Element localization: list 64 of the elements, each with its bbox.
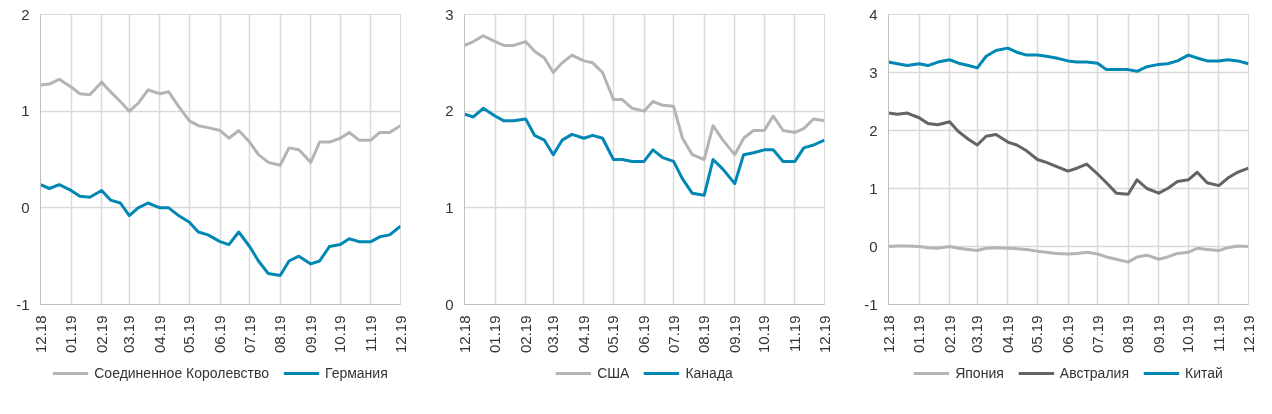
y-tick-label: -1 bbox=[864, 295, 878, 313]
x-tick-label: 07.19 bbox=[664, 315, 682, 354]
y-tick-label: 2 bbox=[869, 121, 878, 139]
x-tick-label: 07.19 bbox=[240, 315, 258, 354]
x-tick-label: 07.19 bbox=[1088, 315, 1106, 354]
x-tick-label: 09.19 bbox=[725, 315, 743, 354]
y-tick-label: 1 bbox=[869, 179, 878, 197]
x-tick-label: 12.18 bbox=[879, 315, 897, 354]
x-tick-label: 10.19 bbox=[331, 315, 349, 354]
x-tick-label: 06.19 bbox=[635, 315, 653, 354]
x-tick-label: 05.19 bbox=[604, 315, 622, 354]
y-tick-label: -1 bbox=[16, 295, 30, 313]
x-tick-label: 01.19 bbox=[62, 315, 80, 354]
x-tick-label: 06.19 bbox=[1059, 315, 1077, 354]
x-tick-label: 05.19 bbox=[1028, 315, 1046, 354]
x-tick-label: 11.19 bbox=[785, 315, 803, 352]
x-tick-label: 09.19 bbox=[301, 315, 319, 354]
x-tick-label: 12.18 bbox=[455, 315, 473, 354]
y-tick-label: 1 bbox=[445, 198, 454, 216]
x-tick-label: 03.19 bbox=[968, 315, 986, 354]
legend-label: Канада bbox=[685, 365, 733, 381]
legend-label: Соединенное Королевство bbox=[94, 365, 269, 381]
x-tick-label: 02.19 bbox=[940, 315, 958, 354]
x-tick-label: 10.19 bbox=[1179, 315, 1197, 354]
x-tick-label: 04.19 bbox=[150, 315, 168, 354]
y-tick-label: 0 bbox=[869, 237, 878, 255]
y-tick-label: 2 bbox=[21, 5, 30, 23]
x-tick-label: 03.19 bbox=[120, 315, 138, 354]
y-tick-label: 4 bbox=[869, 5, 878, 23]
y-tick-label: 0 bbox=[445, 295, 454, 313]
y-tick-label: 1 bbox=[21, 102, 30, 120]
x-tick-label: 05.19 bbox=[180, 315, 198, 354]
x-tick-label: 12.18 bbox=[31, 315, 49, 354]
x-tick-label: 04.19 bbox=[998, 315, 1016, 354]
x-tick-label: 02.19 bbox=[516, 315, 534, 354]
legend-label: Австралия bbox=[1059, 365, 1129, 381]
x-tick-label: 06.19 bbox=[211, 315, 229, 354]
x-tick-label: 09.19 bbox=[1149, 315, 1167, 354]
x-tick-label: 08.19 bbox=[1119, 315, 1137, 354]
x-tick-label: 10.19 bbox=[755, 315, 773, 354]
x-tick-label: 03.19 bbox=[544, 315, 562, 354]
x-tick-label: 02.19 bbox=[92, 315, 110, 354]
x-tick-label: 08.19 bbox=[271, 315, 289, 354]
x-tick-label: 01.19 bbox=[486, 315, 504, 354]
x-tick-label: 12.19 bbox=[815, 315, 833, 354]
legend-label: Китай bbox=[1184, 365, 1223, 381]
line-series bbox=[888, 111, 1249, 196]
x-tick-label: 12.19 bbox=[391, 315, 409, 354]
line-series bbox=[464, 106, 825, 197]
legend-label: Германия bbox=[324, 365, 388, 381]
y-tick-label: 2 bbox=[445, 102, 454, 120]
x-tick-label: 04.19 bbox=[574, 315, 592, 354]
x-tick-label: 01.19 bbox=[910, 315, 928, 354]
line-series bbox=[888, 46, 1249, 73]
line-series bbox=[40, 183, 401, 277]
y-tick-label: 3 bbox=[445, 5, 454, 23]
legend-label: США bbox=[597, 365, 630, 381]
x-tick-label: 08.19 bbox=[695, 315, 713, 354]
y-tick-label: 0 bbox=[21, 198, 30, 216]
y-tick-label: 3 bbox=[869, 63, 878, 81]
x-tick-label: 12.19 bbox=[1239, 315, 1257, 354]
legend-label: Япония bbox=[955, 365, 1004, 381]
x-tick-label: 11.19 bbox=[1209, 315, 1227, 352]
x-tick-label: 11.19 bbox=[361, 315, 379, 352]
